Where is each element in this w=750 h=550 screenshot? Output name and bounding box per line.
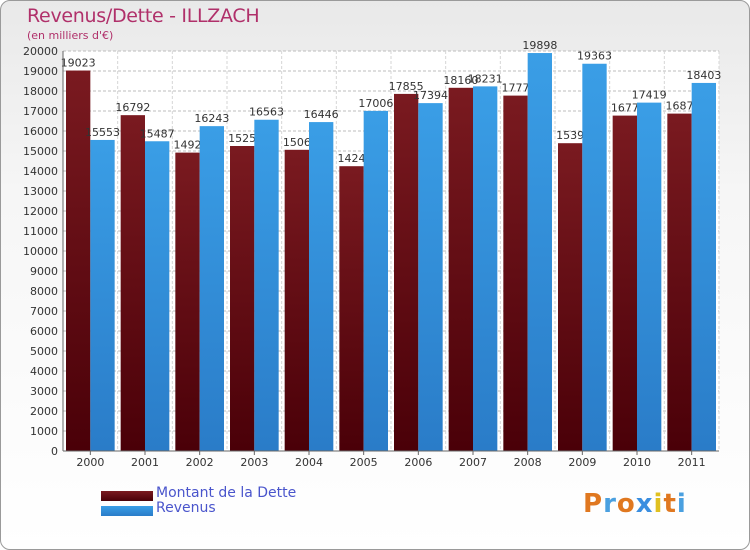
y-tick-label: 13000: [23, 185, 58, 198]
y-tick-label: 17000: [23, 105, 58, 118]
y-tick-label: 5000: [30, 345, 58, 358]
y-tick-label: 2000: [30, 405, 58, 418]
bar-revenus: [418, 103, 443, 452]
data-label: 1677: [611, 102, 639, 115]
bar-dette: [66, 70, 91, 451]
legend-swatch-dette: [101, 491, 153, 501]
y-tick-label: 15000: [23, 145, 58, 158]
x-tick-label: 2003: [240, 456, 268, 469]
data-label: 16792: [115, 101, 150, 114]
data-label: 1424: [338, 152, 366, 165]
bar-dette: [667, 113, 692, 451]
chart-title: Revenus/Dette - ILLZACH: [27, 5, 260, 27]
y-tick-label: 16000: [23, 125, 58, 138]
y-tick-label: 4000: [30, 365, 58, 378]
data-label: 16446: [304, 108, 339, 121]
data-label: 1777: [502, 82, 530, 95]
logo-letter: r: [603, 489, 617, 519]
x-tick-label: 2006: [404, 456, 432, 469]
bar-revenus: [363, 110, 388, 451]
y-tick-label: 1000: [30, 425, 58, 438]
bar-dette: [284, 149, 309, 452]
bar-revenus: [473, 86, 498, 451]
chart-subtitle: (en milliers d'€): [27, 29, 114, 42]
bar-dette: [339, 166, 364, 451]
y-tick-label: 12000: [23, 205, 58, 218]
bar-dette: [612, 115, 637, 451]
bar-dette: [175, 152, 200, 451]
bar-revenus: [199, 126, 224, 451]
bar-revenus: [309, 122, 334, 451]
x-tick-label: 2011: [678, 456, 706, 469]
bar-dette: [448, 87, 473, 452]
data-label: 17394: [413, 89, 448, 102]
data-label: 17006: [358, 97, 393, 110]
x-tick-label: 2000: [76, 456, 104, 469]
bar-dette: [230, 146, 255, 451]
logo-letter: x: [635, 489, 654, 519]
legend-label-revenus: Revenus: [156, 500, 216, 516]
bar-revenus: [637, 102, 662, 452]
logo-letter: i: [653, 489, 664, 519]
bar-dette: [394, 93, 419, 452]
y-tick-label: 18000: [23, 85, 58, 98]
y-tick-label: 0: [51, 445, 58, 458]
data-label: 1525: [228, 132, 256, 145]
data-label: 1492: [174, 139, 202, 152]
x-tick-label: 2002: [186, 456, 214, 469]
y-tick-label: 3000: [30, 385, 58, 398]
x-tick-label: 2001: [131, 456, 159, 469]
bar-dette: [558, 143, 583, 451]
bar-revenus: [527, 53, 552, 451]
logo-letter: P: [583, 489, 604, 519]
y-tick-label: 20000: [23, 45, 58, 58]
data-label: 15553: [85, 126, 120, 139]
y-tick-label: 9000: [30, 265, 58, 278]
y-tick-label: 11000: [23, 225, 58, 238]
logo-letter: o: [616, 489, 636, 519]
data-label: 17855: [389, 80, 424, 93]
logo-letter: t: [663, 489, 677, 519]
bar-revenus: [691, 82, 716, 451]
bar-revenus: [145, 141, 170, 451]
x-tick-label: 2004: [295, 456, 323, 469]
data-label: 18403: [686, 69, 721, 82]
x-tick-label: 2010: [623, 456, 651, 469]
bar-revenus: [582, 63, 607, 452]
bar-dette: [503, 95, 528, 451]
y-tick-label: 14000: [23, 165, 58, 178]
data-label: 19898: [522, 39, 557, 52]
data-label: 17419: [632, 89, 667, 102]
bar-dette: [120, 115, 145, 451]
data-label: 1687: [666, 100, 694, 113]
bar-revenus: [90, 139, 115, 451]
logo-letter: i: [676, 489, 687, 519]
data-label: 18160: [443, 74, 478, 87]
legend-swatch-revenus: [101, 506, 153, 516]
y-tick-label: 7000: [30, 305, 58, 318]
x-tick-label: 2005: [350, 456, 378, 469]
data-label: 19363: [577, 50, 612, 63]
x-tick-label: 2007: [459, 456, 487, 469]
data-label: 1539: [556, 129, 584, 142]
data-label: 1506: [283, 136, 311, 149]
x-tick-label: 2008: [514, 456, 542, 469]
y-tick-label: 8000: [30, 285, 58, 298]
legend-label-dette: Montant de la Dette: [156, 485, 297, 501]
proxiti-logo: Proxiti: [583, 489, 687, 519]
y-tick-label: 6000: [30, 325, 58, 338]
data-label: 19023: [61, 57, 96, 70]
y-tick-label: 10000: [23, 245, 58, 258]
data-label: 16563: [249, 106, 284, 119]
data-label: 18231: [468, 72, 503, 85]
data-label: 16243: [194, 112, 229, 125]
bar-revenus: [254, 119, 279, 452]
y-tick-label: 19000: [23, 65, 58, 78]
x-tick-label: 2009: [568, 456, 596, 469]
data-label: 15487: [140, 127, 175, 140]
